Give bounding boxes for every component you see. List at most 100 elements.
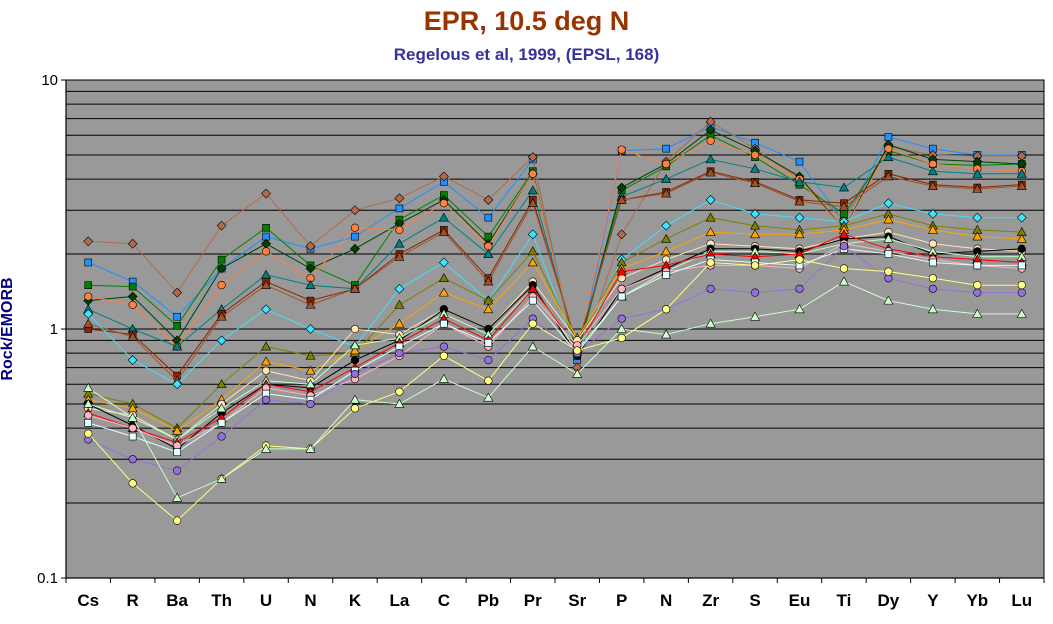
data-point bbox=[750, 261, 760, 270]
data-point bbox=[84, 292, 93, 301]
data-point bbox=[173, 516, 182, 525]
data-point bbox=[750, 311, 761, 321]
data-point bbox=[527, 341, 538, 351]
data-point bbox=[173, 312, 181, 321]
data-point bbox=[128, 423, 137, 433]
data-point bbox=[794, 304, 805, 314]
data-point bbox=[706, 284, 715, 293]
data-point bbox=[438, 212, 449, 222]
data-point bbox=[305, 280, 316, 289]
data-point bbox=[484, 339, 493, 347]
x-tick-label: Dy bbox=[878, 591, 900, 610]
data-point bbox=[305, 443, 316, 453]
data-point bbox=[84, 411, 93, 420]
chart-title: EPR, 10.5 deg N bbox=[423, 6, 630, 36]
series-20 bbox=[83, 276, 1027, 502]
data-point bbox=[661, 173, 672, 183]
x-tick-label: La bbox=[389, 591, 409, 610]
data-point bbox=[883, 198, 894, 209]
data-point bbox=[662, 305, 671, 314]
data-point bbox=[1016, 180, 1027, 190]
series-line bbox=[88, 171, 1022, 382]
x-tick-label: Ba bbox=[166, 591, 188, 610]
data-point bbox=[261, 443, 272, 453]
data-point bbox=[883, 233, 894, 243]
data-point bbox=[394, 193, 405, 204]
series-line bbox=[88, 281, 1022, 499]
y-tick-label: 10 bbox=[41, 72, 58, 89]
series-line bbox=[88, 126, 1022, 361]
data-point bbox=[661, 329, 672, 339]
data-point bbox=[661, 220, 672, 231]
data-point bbox=[261, 188, 271, 199]
data-point bbox=[527, 152, 538, 163]
data-point bbox=[395, 387, 404, 396]
data-point bbox=[483, 276, 494, 286]
data-point bbox=[216, 220, 227, 231]
x-tick-label: Lu bbox=[1011, 591, 1032, 610]
data-point bbox=[750, 163, 761, 173]
data-point bbox=[172, 341, 183, 351]
chart-subtitle: Regelous et al, 1999, (EPSL, 168) bbox=[393, 45, 660, 64]
x-tick-label: Cs bbox=[77, 591, 99, 610]
y-tick-label: 0.1 bbox=[37, 570, 58, 587]
data-point bbox=[883, 152, 894, 161]
x-tick-label: Pr bbox=[524, 591, 542, 610]
data-point bbox=[84, 258, 93, 267]
data-point bbox=[661, 233, 672, 243]
data-point bbox=[350, 223, 360, 232]
data-point bbox=[350, 243, 360, 254]
x-tick-label: Y bbox=[927, 591, 939, 610]
data-point bbox=[883, 171, 894, 181]
data-point bbox=[173, 441, 182, 450]
data-point bbox=[616, 323, 627, 333]
x-tick-label: U bbox=[260, 591, 272, 610]
data-point bbox=[884, 144, 893, 153]
series-line bbox=[88, 231, 1022, 441]
data-point bbox=[972, 168, 983, 178]
data-point bbox=[838, 201, 849, 211]
data-point bbox=[395, 204, 404, 213]
data-point bbox=[1016, 308, 1027, 318]
data-point bbox=[794, 229, 805, 239]
data-point bbox=[483, 304, 494, 314]
data-point bbox=[127, 238, 138, 249]
data-point bbox=[839, 242, 849, 251]
data-point bbox=[349, 283, 360, 293]
x-tick-label: P bbox=[616, 591, 627, 610]
data-point bbox=[750, 220, 761, 230]
data-point bbox=[349, 340, 360, 350]
series-line bbox=[87, 199, 1022, 385]
x-tick-label: Pb bbox=[477, 591, 499, 610]
data-point bbox=[127, 355, 138, 366]
data-point bbox=[394, 398, 405, 408]
data-point bbox=[617, 314, 626, 323]
data-point bbox=[1017, 281, 1026, 290]
data-point bbox=[750, 229, 761, 239]
data-point bbox=[306, 399, 315, 409]
gridlines bbox=[66, 79, 1044, 579]
data-point bbox=[973, 281, 982, 290]
x-tick-label: Ti bbox=[837, 591, 852, 610]
data-point bbox=[261, 356, 272, 366]
data-point bbox=[394, 283, 405, 294]
data-point bbox=[750, 178, 761, 188]
data-point bbox=[484, 213, 493, 222]
data-point bbox=[840, 210, 848, 218]
data-point bbox=[794, 212, 805, 223]
data-point bbox=[527, 257, 538, 267]
data-point bbox=[705, 125, 716, 135]
data-point bbox=[439, 351, 448, 360]
x-tick-label: Th bbox=[211, 591, 232, 610]
data-point bbox=[838, 276, 849, 286]
data-point bbox=[750, 150, 760, 160]
data-point bbox=[394, 251, 405, 261]
data-point bbox=[483, 194, 494, 205]
data-point bbox=[350, 369, 360, 379]
data-point bbox=[616, 194, 627, 204]
data-point bbox=[706, 258, 715, 267]
data-point bbox=[928, 284, 937, 293]
data-point bbox=[438, 287, 449, 297]
data-point bbox=[262, 223, 270, 232]
x-tick-label: C bbox=[438, 591, 450, 610]
